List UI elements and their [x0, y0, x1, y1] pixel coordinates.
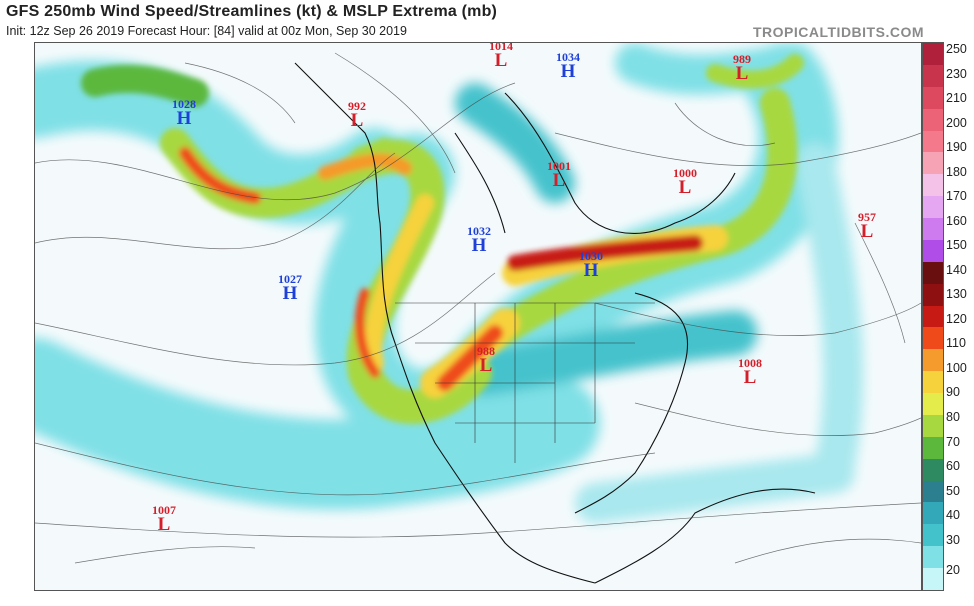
- colorbar-tick-label: 90: [946, 385, 960, 399]
- colorbar-tick-label: 180: [946, 165, 967, 179]
- colorbar-tick-label: 110: [946, 336, 966, 350]
- colorbar-segment: [923, 502, 943, 525]
- low-pressure-label: 1001 L: [547, 159, 571, 191]
- colorbar-segment: [923, 283, 943, 307]
- colorbar-segment: [923, 108, 943, 131]
- colorbar-segment: [923, 568, 943, 591]
- high-pressure-label: 1027 H: [278, 272, 302, 304]
- colorbar-tick-label: 160: [946, 214, 967, 228]
- colorbar-segment: [923, 43, 943, 66]
- low-pressure-label: 957 L: [858, 210, 876, 242]
- low-pressure-label: 1008 L: [738, 356, 762, 388]
- colorbar-segment: [923, 349, 943, 372]
- colorbar-tick-label: 210: [946, 91, 967, 105]
- map-graphic: [35, 43, 921, 590]
- colorbar-tick-label: 20: [946, 563, 960, 577]
- colorbar-segment: [923, 174, 943, 197]
- low-pressure-label: 1000 L: [673, 166, 697, 198]
- colorbar-tick-label: 150: [946, 238, 967, 252]
- colorbar-segment: [923, 480, 943, 503]
- colorbar-tick-label: 200: [946, 116, 967, 130]
- colorbar-segment: [923, 327, 943, 350]
- high-pressure-label: 1028 H: [172, 97, 196, 129]
- colorbar-segment: [923, 436, 943, 460]
- colorbar-tick-label: 30: [946, 533, 960, 547]
- colorbar-segment: [923, 64, 943, 88]
- brand-watermark: TROPICALTIDBITS.COM: [752, 24, 924, 40]
- colorbar-segment: [923, 305, 943, 328]
- colorbar-segment: [923, 130, 943, 153]
- colorbar-tick-label: 190: [946, 140, 967, 154]
- colorbar-tick-label: 130: [946, 287, 967, 301]
- low-pressure-label: 1014 L: [489, 42, 513, 71]
- high-pressure-label: 1032 H: [467, 224, 491, 256]
- colorbar-segment: [923, 458, 943, 482]
- colorbar-tick-label: 70: [946, 435, 960, 449]
- colorbar-tick-label: 50: [946, 484, 960, 498]
- colorbar-tick-label: 80: [946, 410, 960, 424]
- low-pressure-label: 1007 L: [152, 503, 176, 535]
- colorbar-segment: [923, 393, 943, 416]
- high-pressure-label: 1034 H: [556, 50, 580, 82]
- colorbar-segment: [923, 86, 943, 110]
- colorbar-segment: [923, 152, 943, 175]
- colorbar-tick-label: 250: [946, 42, 967, 56]
- colorbar-tick-label: 140: [946, 263, 967, 277]
- chart-subtitle: Init: 12z Sep 26 2019 Forecast Hour: [84…: [6, 24, 407, 38]
- low-pressure-label: 992 L: [348, 99, 366, 131]
- colorbar-tick-label: 40: [946, 508, 960, 522]
- wind-map: 1028 H 992 L 1014 L 1034 H 989 L 1001 L 1000 L …: [34, 42, 922, 591]
- colorbar-tick-label: 100: [946, 361, 967, 375]
- colorbar-segment: [923, 371, 943, 394]
- low-pressure-label: 989 L: [733, 52, 751, 84]
- colorbar-segment: [923, 196, 943, 219]
- low-pressure-label: 988 L: [477, 344, 495, 376]
- colorbar-segment: [923, 218, 943, 241]
- colorbar-tick-label: 230: [946, 67, 967, 81]
- wind-speed-colorbar: [922, 42, 944, 591]
- colorbar-segment: [923, 414, 943, 438]
- colorbar-tick-label: 60: [946, 459, 960, 473]
- colorbar-segment: [923, 546, 943, 569]
- high-pressure-label: 1030 H: [579, 249, 603, 281]
- colorbar-segment: [923, 261, 943, 285]
- colorbar-tick-label: 170: [946, 189, 967, 203]
- colorbar-segment: [923, 239, 943, 263]
- colorbar-tick-label: 120: [946, 312, 967, 326]
- colorbar-segment: [923, 524, 943, 547]
- chart-title: GFS 250mb Wind Speed/Streamlines (kt) & …: [6, 3, 498, 20]
